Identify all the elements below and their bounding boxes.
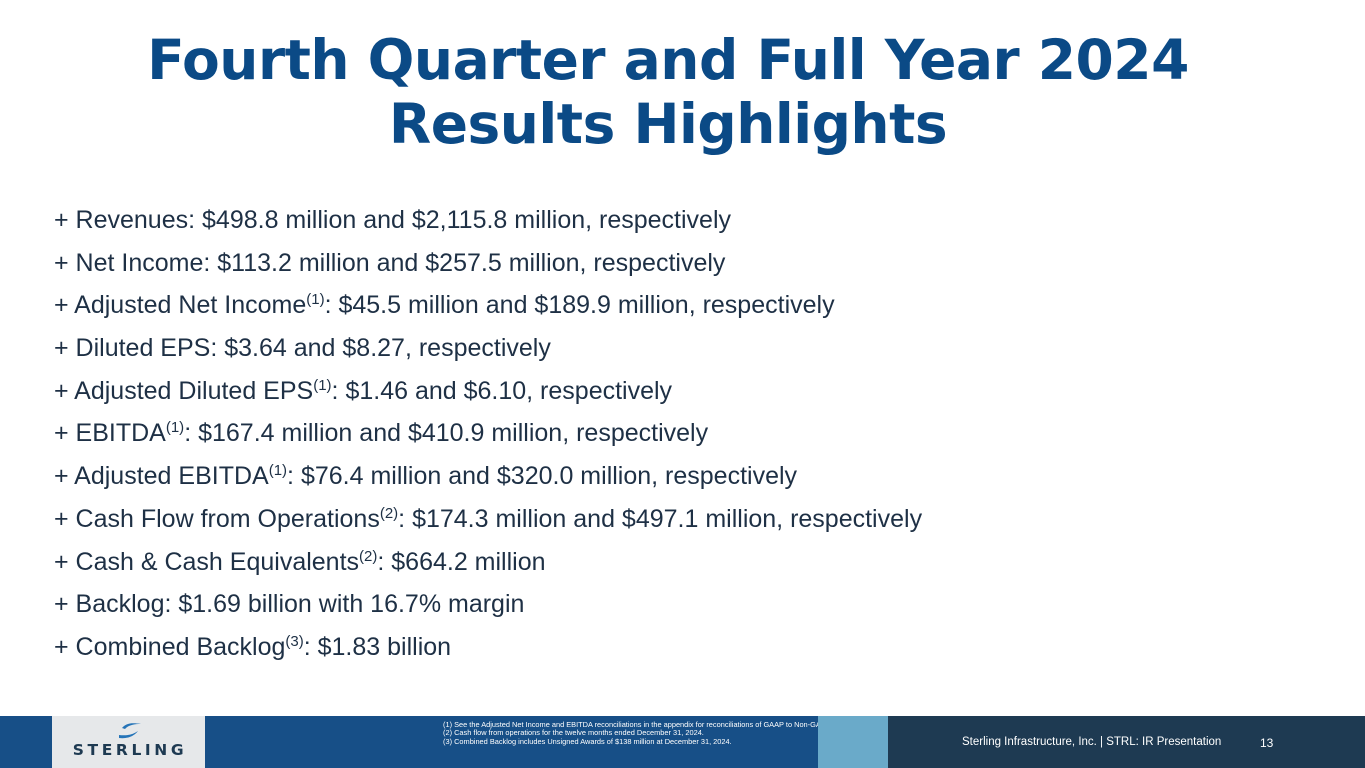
footnote-ref: (1)	[306, 291, 325, 309]
footnote-ref: (1)	[313, 376, 332, 394]
company-logo: STERLING	[52, 716, 205, 768]
bullet-adjusted-diluted-eps: + Adjusted Diluted EPS(1): $1.46 and $6.…	[54, 376, 673, 405]
page-number: 13	[1260, 736, 1274, 750]
footnote-2: (2) Cash flow from operations for the tw…	[443, 728, 704, 738]
footer-notes-panel: (1) See the Adjusted Net Income and EBIT…	[205, 716, 867, 768]
footer-bar: STERLING (1) See the Adjusted Net Income…	[0, 716, 1365, 768]
bullet-diluted-eps: + Diluted EPS: $3.64 and $8.27, respecti…	[54, 334, 551, 363]
footer-accent-left	[0, 716, 52, 768]
slide-title: Fourth Quarter and Full Year 2024 Result…	[0, 28, 1336, 156]
sterling-logo-mark-icon	[119, 723, 141, 739]
footer-accent-light	[818, 716, 888, 768]
logo-wordmark: STERLING	[72, 741, 188, 759]
bullet-net-income: + Net Income: $113.2 million and $257.5 …	[54, 248, 726, 277]
title-line-1: Fourth Quarter and Full Year 2024	[147, 28, 1189, 92]
footnote-3: (3) Combined Backlog includes Unsigned A…	[443, 736, 732, 746]
footnote-ref: (2)	[359, 547, 378, 565]
footnotes: (1) See the Adjusted Net Income and EBIT…	[443, 720, 868, 746]
bullet-cash-equivalents: + Cash & Cash Equivalents(2): $664.2 mil…	[54, 547, 546, 576]
footnote-ref: (3)	[285, 632, 304, 650]
bullet-adjusted-net-income: + Adjusted Net Income(1): $45.5 million …	[54, 291, 835, 320]
bullet-adjusted-ebitda: + Adjusted EBITDA(1): $76.4 million and …	[54, 462, 798, 491]
highlights-list: + Revenues: $498.8 million and $2,115.8 …	[54, 200, 1254, 670]
footnote-ref: (1)	[268, 462, 288, 480]
bullet-combined-backlog: + Combined Backlog(3): $1.83 billion	[54, 632, 452, 661]
bullet-backlog: + Backlog: $1.69 billion with 16.7% marg…	[54, 590, 525, 619]
title-line-2: Results Highlights	[388, 92, 948, 156]
bullet-ebitda: + EBITDA(1): $167.4 million and $410.9 m…	[54, 419, 709, 448]
bullet-revenues: + Revenues: $498.8 million and $2,115.8 …	[54, 206, 732, 234]
bullet-cash-flow: + Cash Flow from Operations(2): $174.3 m…	[54, 504, 923, 533]
footnote-ref: (1)	[165, 419, 185, 437]
footnote-1: (1) See the Adjusted Net Income and EBIT…	[443, 720, 868, 729]
footnote-ref: (2)	[379, 504, 399, 522]
footer-company-text: Sterling Infrastructure, Inc. | STRL: IR…	[962, 736, 1222, 748]
